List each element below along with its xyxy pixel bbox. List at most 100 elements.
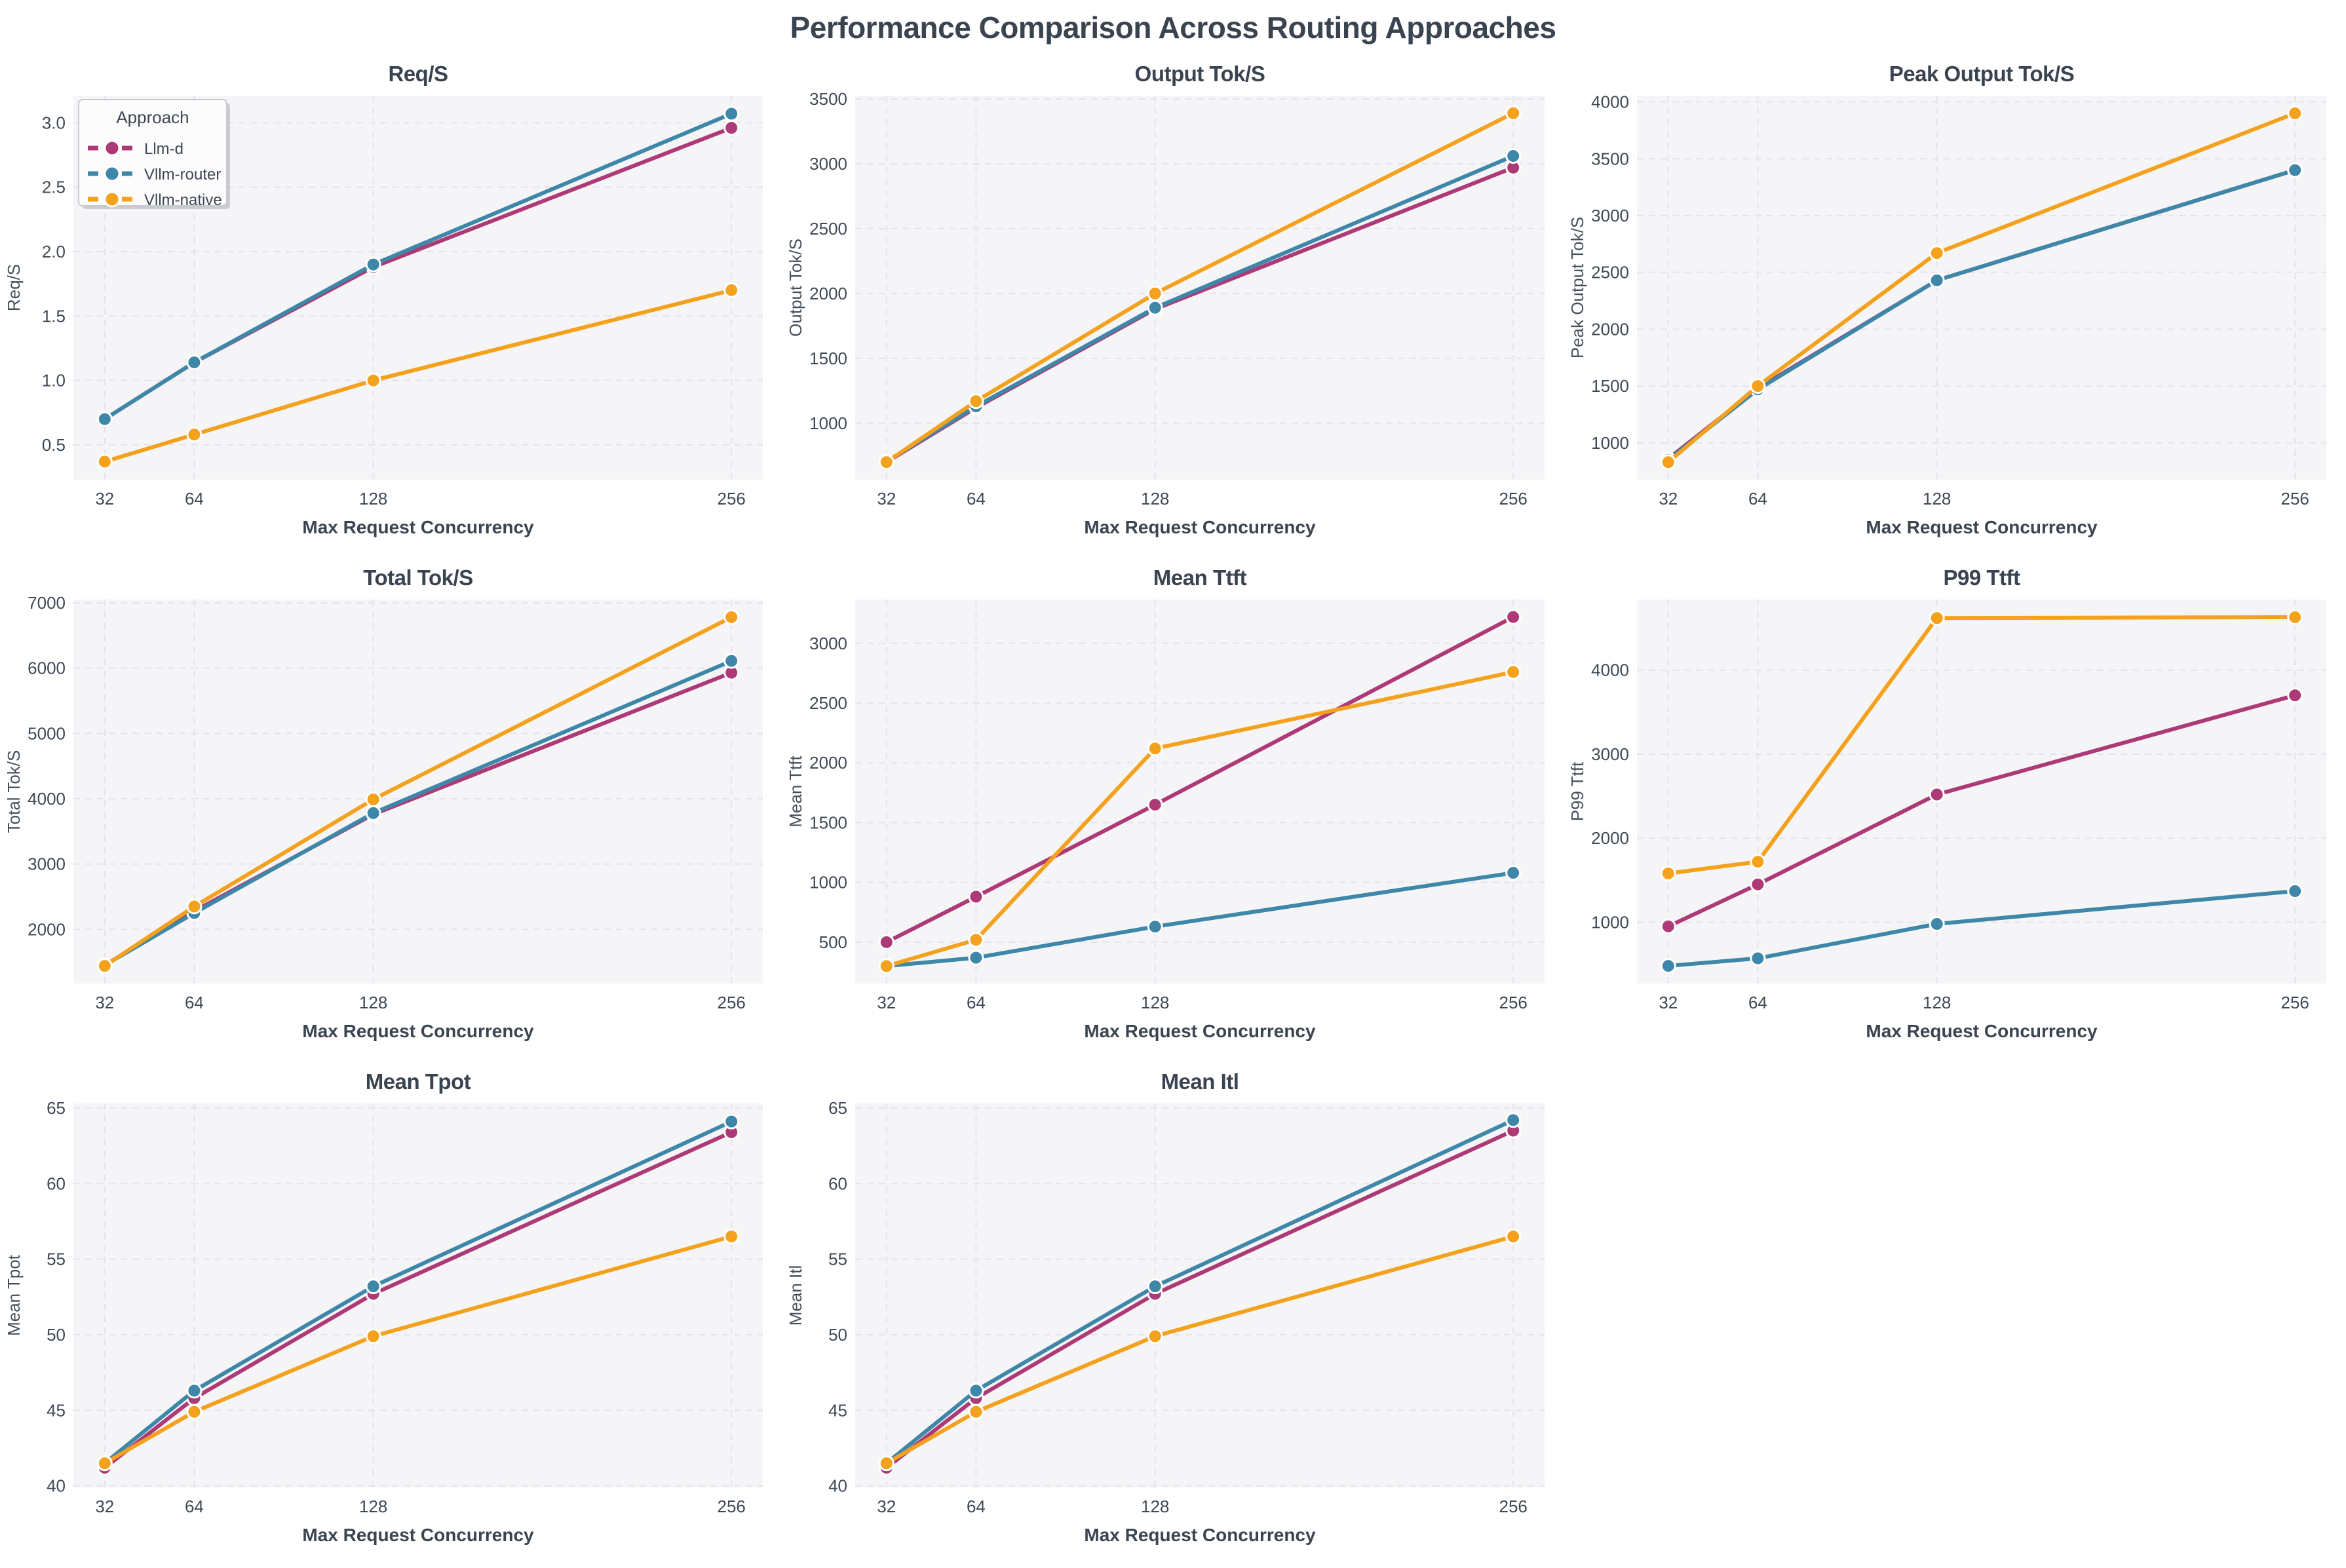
- chart-title: P99 Ttft: [1943, 565, 2020, 590]
- y-axis-label: Mean Ttft: [786, 755, 805, 828]
- x-tick-label: 32: [95, 993, 114, 1012]
- y-tick-label: 5000: [28, 723, 66, 743]
- data-point: [723, 105, 740, 122]
- x-tick-label: 128: [359, 993, 387, 1012]
- series-line: [102, 288, 734, 464]
- data-point: [1929, 610, 1945, 626]
- y-tick-label: 500: [819, 932, 847, 952]
- x-axis-label: Max Request Concurrency: [302, 1021, 534, 1041]
- x-tick-label: 32: [95, 1497, 114, 1516]
- plot-area: [1637, 600, 2326, 984]
- x-tick-label: 32: [877, 1497, 896, 1516]
- data-point: [1147, 919, 1163, 935]
- data-point: [96, 958, 113, 974]
- chart-title: Total Tok/S: [363, 565, 473, 590]
- y-tick-label: 7000: [28, 593, 66, 613]
- y-tick-label: 55: [47, 1250, 66, 1269]
- plot-total-tok-s: 2000 3000 4000 5000 6000 7000 Total Tok/S 32 64 1…: [4, 593, 763, 1041]
- x-tick-label: 64: [967, 489, 986, 508]
- x-tick-label: 128: [1141, 993, 1169, 1012]
- chart-mean-tpot: Mean Tpot 40 45 50 55 60 65 Mean Tpot 32 64 128 25…: [0, 1063, 782, 1567]
- x-tick-label: 256: [1499, 993, 1527, 1012]
- y-tick-label: 55: [828, 1250, 847, 1269]
- y-tick-label: 1000: [809, 873, 847, 892]
- plot-mean-ttft: 500 1000 1500 2000 2500 3000 Mean Ttft 32 64 128 2…: [786, 600, 1545, 1041]
- x-axis-ticks: 32 64 128 256: [877, 993, 1528, 1012]
- series-line: [102, 1130, 734, 1470]
- y-tick-label: 50: [47, 1325, 66, 1345]
- y-tick-label: 2000: [809, 753, 847, 773]
- x-axis-ticks: 32 64 128 256: [1659, 993, 2309, 1012]
- x-tick-label: 128: [1141, 489, 1169, 508]
- plot-output-tok-s: 1000 1500 2000 2500 3000 3500 Output Tok/S 32 64…: [786, 89, 1545, 537]
- y-tick-label: 3500: [1591, 149, 1629, 168]
- data-point: [1929, 786, 1945, 803]
- data-point: [723, 120, 740, 136]
- chart-req-s: Req/S 0.5 1.0 1.5 2.0 2.5 3.0 Req/S 32 64 128 256 M…: [0, 55, 782, 559]
- x-tick-label: 128: [359, 489, 387, 508]
- plot-mean-tpot: 40 45 50 55 60 65 Mean Tpot 32 64 128 256 Max Reque…: [4, 1098, 763, 1545]
- x-tick-label: 256: [1499, 1497, 1527, 1516]
- gridlines: [73, 1103, 763, 1487]
- y-tick-label: 3000: [809, 634, 847, 653]
- y-axis-ticks: 1000 1500 2000 2500 3000 3500 4000: [1591, 92, 1629, 453]
- data-point: [2287, 162, 2303, 178]
- legend-entry-label: Llm-d: [144, 140, 183, 158]
- legend-entry-label: Vllm-native: [144, 191, 222, 209]
- empty-cell: [1564, 1063, 2345, 1567]
- data-point: [1147, 285, 1163, 301]
- chart-mean-itl: Mean Itl 40 45 50 55 60 65 Mean Itl 32 64 128 256 M…: [782, 1063, 1564, 1567]
- data-point: [1147, 1278, 1163, 1295]
- y-tick-label: 3000: [1591, 744, 1629, 764]
- y-tick-label: 1.5: [42, 306, 66, 326]
- data-point: [1147, 797, 1163, 813]
- data-point: [1147, 299, 1163, 316]
- data-point: [365, 791, 381, 807]
- data-point: [723, 1113, 740, 1130]
- y-axis-label: Mean Tpot: [4, 1254, 24, 1336]
- x-tick-label: 64: [185, 489, 204, 508]
- series-line: [884, 1234, 1516, 1466]
- data-point: [2287, 883, 2303, 899]
- data-point: [96, 411, 113, 427]
- series-vllm-router: [96, 105, 740, 427]
- data-point: [878, 958, 894, 974]
- y-tick-label: 2500: [809, 693, 847, 713]
- x-tick-label: 256: [1499, 489, 1527, 508]
- data-point: [968, 889, 984, 905]
- y-tick-label: 4000: [1591, 660, 1629, 680]
- y-tick-label: 1000: [1591, 433, 1629, 453]
- data-point: [723, 609, 740, 625]
- y-axis-label: Req/S: [4, 264, 24, 311]
- series-line: [102, 615, 734, 968]
- legend-entry-label: Vllm-router: [144, 166, 221, 183]
- x-tick-label: 32: [95, 489, 114, 508]
- data-point: [186, 1404, 202, 1420]
- legend-title: Approach: [116, 107, 189, 127]
- plot-area: [855, 1103, 1545, 1487]
- series-line: [102, 111, 734, 421]
- data-point: [1750, 378, 1766, 394]
- series-vllm-router: [1660, 883, 2303, 974]
- data-point: [1147, 740, 1163, 757]
- data-point: [2287, 609, 2303, 625]
- data-point: [1505, 1112, 1522, 1128]
- series-vllm-native: [878, 664, 1522, 974]
- y-tick-label: 2500: [1591, 263, 1629, 282]
- series-vllm-native: [96, 609, 740, 974]
- data-point: [1929, 915, 1945, 932]
- x-tick-label: 256: [2280, 489, 2309, 508]
- y-tick-label: 6000: [28, 659, 66, 678]
- x-axis-ticks: 32 64 128 256: [95, 1497, 746, 1516]
- legend-marker: [104, 165, 121, 182]
- y-axis-ticks: 500 1000 1500 2000 2500 3000: [809, 634, 847, 952]
- x-tick-label: 256: [2280, 993, 2309, 1012]
- x-axis-label: Max Request Concurrency: [302, 517, 534, 537]
- series-line: [1666, 615, 2298, 876]
- y-tick-label: 45: [828, 1400, 847, 1420]
- series-line: [884, 1118, 1516, 1466]
- x-axis-label: Max Request Concurrency: [1084, 1021, 1316, 1041]
- y-tick-label: 2000: [28, 919, 66, 939]
- data-point: [186, 427, 202, 443]
- data-point: [968, 1383, 984, 1399]
